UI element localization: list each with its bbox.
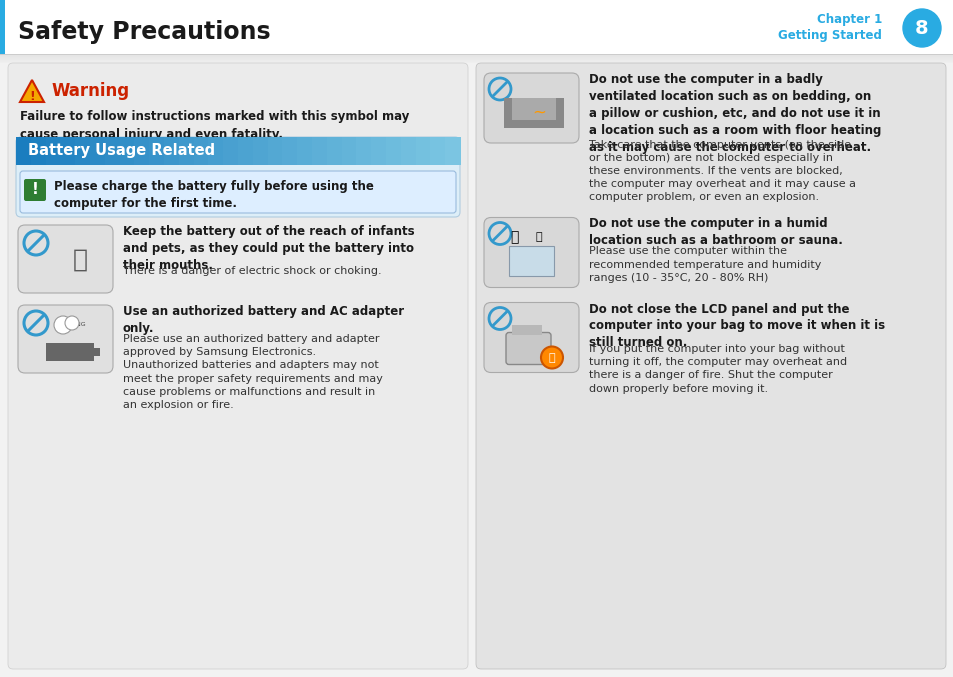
Text: SAMSUNG: SAMSUNG [54, 322, 86, 328]
Bar [0, 58, 953, 59]
Bar [149, 137, 165, 165]
Text: Take care that the computer vents (on the side
or the bottom) are not blocked es: Take care that the computer vents (on th… [588, 139, 855, 202]
Bar [164, 137, 179, 165]
Bar [60, 137, 76, 165]
FancyBboxPatch shape [483, 73, 578, 143]
Bar [105, 137, 120, 165]
Bar [556, 98, 563, 128]
Bar [509, 246, 554, 276]
Bar [119, 137, 135, 165]
Bar [341, 137, 357, 165]
Text: !: ! [31, 183, 38, 198]
Bar [75, 137, 91, 165]
Text: Chapter 1: Chapter 1 [816, 14, 882, 26]
Bar [0, 61, 953, 62]
Bar [512, 324, 541, 334]
Bar [0, 54, 953, 55]
Bar [16, 137, 31, 165]
Bar [503, 98, 512, 128]
Text: Please use the computer within the
recommended temperature and humidity
ranges (: Please use the computer within the recom… [588, 246, 821, 283]
Bar [0, 0, 953, 55]
Text: ~: ~ [532, 104, 545, 122]
Bar [0, 60, 953, 61]
Bar [430, 137, 446, 165]
Bar [46, 137, 61, 165]
Bar [0, 59, 953, 60]
Bar [400, 137, 416, 165]
FancyBboxPatch shape [505, 332, 551, 364]
FancyBboxPatch shape [24, 179, 46, 201]
Bar [0, 55, 953, 56]
Bar [237, 137, 253, 165]
Circle shape [54, 316, 71, 334]
FancyBboxPatch shape [20, 171, 456, 213]
Text: ⏻: ⏻ [548, 353, 555, 364]
Circle shape [540, 347, 562, 368]
Text: Use an authorized battery and AC adapter
only.: Use an authorized battery and AC adapter… [123, 305, 404, 335]
Bar [312, 137, 328, 165]
Bar [327, 137, 342, 165]
Text: Battery Usage Related: Battery Usage Related [28, 144, 214, 158]
Bar [94, 348, 100, 356]
FancyBboxPatch shape [16, 137, 459, 217]
Bar [90, 137, 106, 165]
Bar [0, 62, 953, 63]
FancyBboxPatch shape [483, 303, 578, 372]
Bar [30, 137, 47, 165]
FancyBboxPatch shape [18, 305, 112, 373]
Text: 💧: 💧 [509, 230, 517, 244]
Text: Failure to follow instructions marked with this symbol may
cause personal injury: Failure to follow instructions marked wi… [20, 110, 409, 141]
Text: 👶: 👶 [72, 248, 88, 272]
Bar [416, 137, 431, 165]
Bar [503, 98, 563, 120]
Bar [282, 137, 298, 165]
Circle shape [902, 9, 940, 47]
Text: If you put the computer into your bag without
turning it off, the computer may o: If you put the computer into your bag wi… [588, 344, 846, 393]
Text: Warning: Warning [52, 82, 130, 100]
FancyBboxPatch shape [8, 63, 468, 669]
Bar [208, 137, 224, 165]
Bar [253, 137, 269, 165]
Bar [356, 137, 372, 165]
Bar [297, 137, 313, 165]
Bar [503, 118, 563, 128]
Text: Please use an authorized battery and adapter
approved by Samsung Electronics.
Un: Please use an authorized battery and ada… [123, 334, 382, 410]
Text: 💧: 💧 [536, 232, 541, 242]
Text: 8: 8 [914, 20, 928, 39]
Text: Keep the battery out of the reach of infants
and pets, as they could put the bat: Keep the battery out of the reach of inf… [123, 225, 415, 272]
Bar [0, 56, 953, 57]
Bar [193, 137, 209, 165]
Text: Please charge the battery fully before using the
computer for the first time.: Please charge the battery fully before u… [54, 180, 374, 211]
Bar [268, 137, 283, 165]
Circle shape [65, 316, 79, 330]
Polygon shape [20, 80, 44, 102]
FancyBboxPatch shape [18, 225, 112, 293]
Bar [134, 137, 150, 165]
Bar [0, 57, 953, 58]
FancyBboxPatch shape [483, 217, 578, 288]
Text: !: ! [30, 91, 35, 104]
Text: Getting Started: Getting Started [778, 30, 882, 43]
Bar [371, 137, 387, 165]
Bar [0, 0, 5, 55]
Bar [46, 343, 94, 361]
FancyBboxPatch shape [476, 63, 945, 669]
Text: There is a danger of electric shock or choking.: There is a danger of electric shock or c… [123, 267, 381, 276]
Text: Do not close the LCD panel and put the
computer into your bag to move it when it: Do not close the LCD panel and put the c… [588, 303, 884, 349]
Bar [223, 137, 239, 165]
Bar [386, 137, 401, 165]
Text: Safety Precautions: Safety Precautions [18, 20, 271, 44]
Text: Do not use the computer in a humid
location such as a bathroom or sauna.: Do not use the computer in a humid locat… [588, 217, 842, 248]
Text: Do not use the computer in a badly
ventilated location such as on bedding, on
a : Do not use the computer in a badly venti… [588, 73, 881, 154]
Bar [445, 137, 460, 165]
Bar [178, 137, 194, 165]
